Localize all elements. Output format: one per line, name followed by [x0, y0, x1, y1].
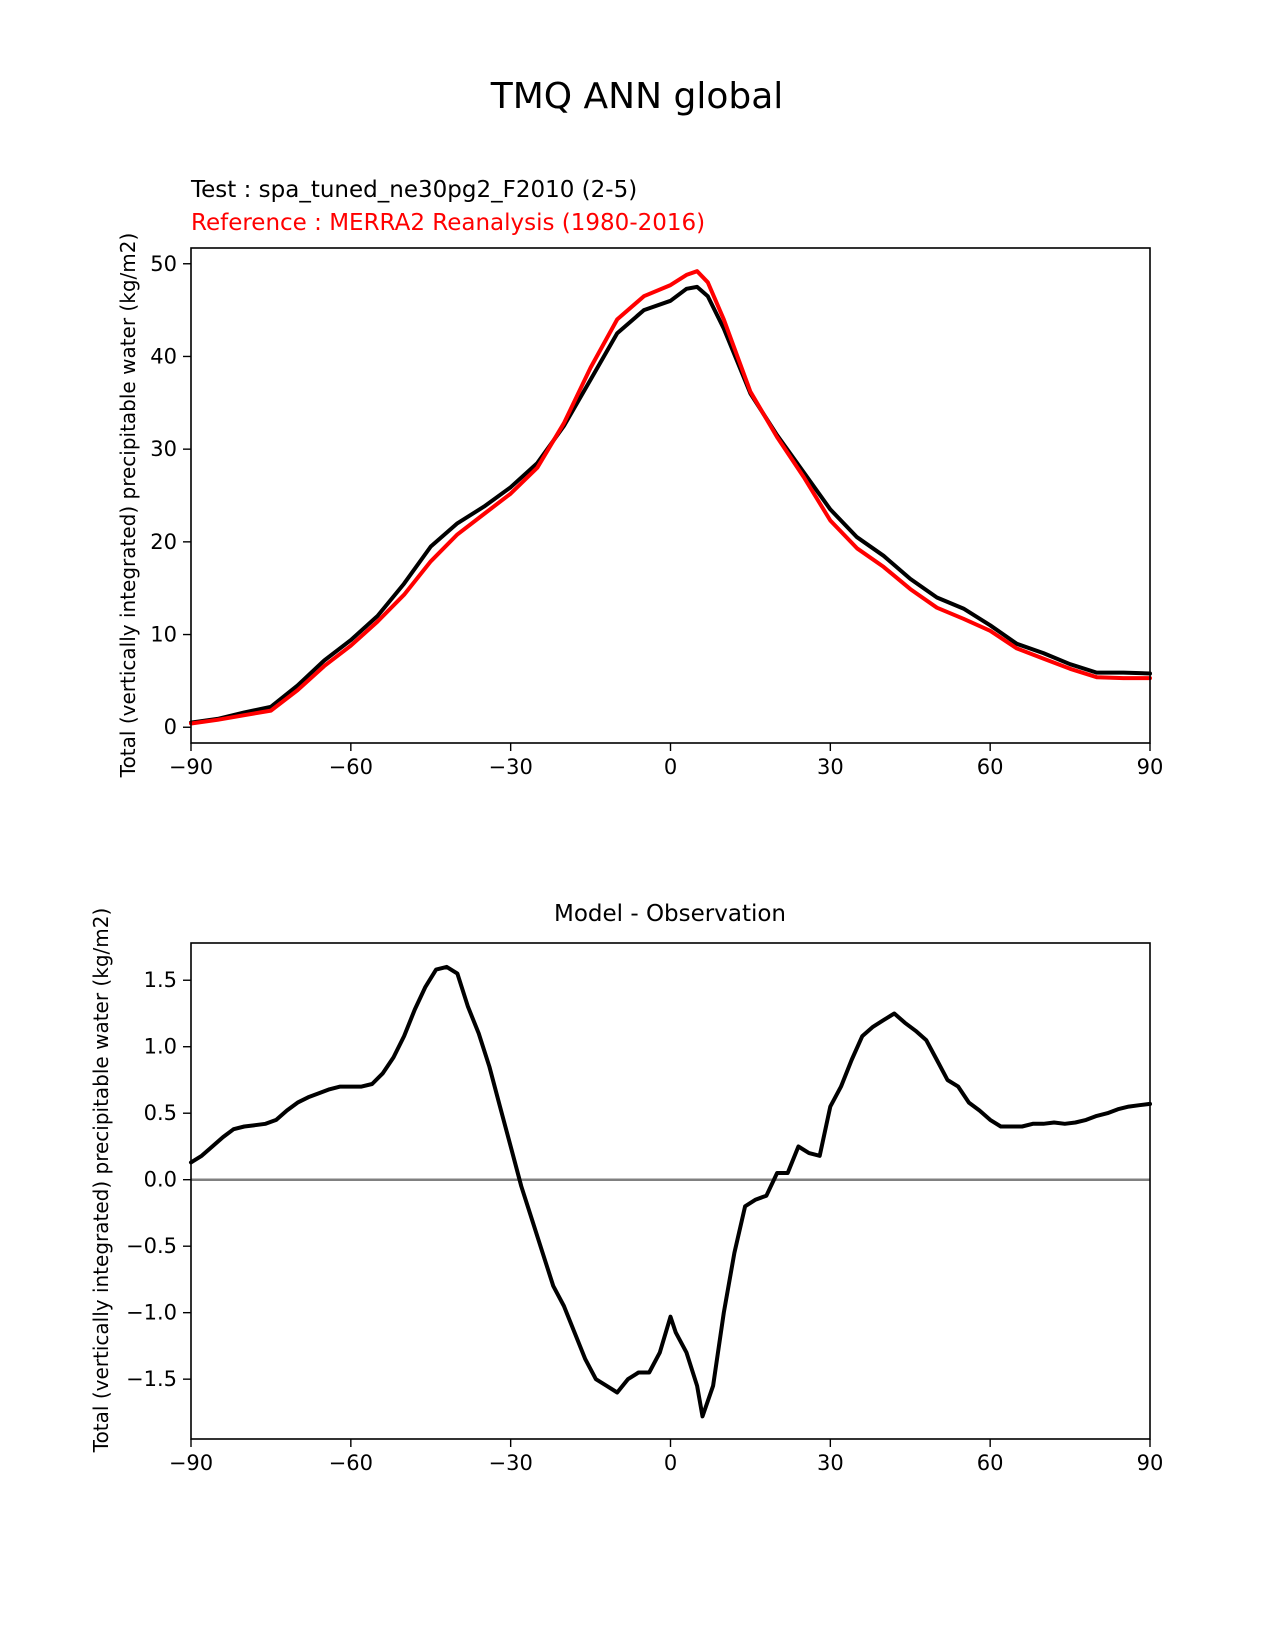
y-tick-label: 0.5	[144, 1101, 177, 1125]
y-tick-label: 0	[164, 715, 177, 739]
top-y-axis-label: Total (vertically integrated) precipitab…	[116, 233, 140, 779]
x-tick-label: −90	[169, 1451, 213, 1475]
x-tick-label: 60	[977, 1451, 1004, 1475]
y-tick-label: −0.5	[126, 1234, 177, 1258]
x-tick-label: 90	[1137, 755, 1164, 779]
series-line-0	[189, 964, 1152, 1419]
x-tick-label: 30	[817, 1451, 844, 1475]
y-tick-label: 1.5	[144, 968, 177, 992]
y-tick-label: 0.0	[144, 1168, 177, 1192]
y-tick-label: −1.5	[126, 1367, 177, 1391]
bottom-chart: Model - Observation Total (vertically in…	[89, 901, 1163, 1475]
x-tick-label: −30	[489, 1451, 533, 1475]
y-tick-label: 10	[150, 623, 177, 647]
x-tick-label: −30	[489, 755, 533, 779]
x-tick-label: −60	[329, 1451, 373, 1475]
series-line-0	[189, 284, 1152, 725]
test-subtitle: Test : spa_tuned_ne30pg2_F2010 (2-5)	[190, 177, 637, 203]
x-tick-label: 0	[664, 1451, 677, 1475]
figure-title: TMQ ANN global	[490, 76, 784, 117]
y-tick-label: 30	[150, 437, 177, 461]
x-tick-label: 60	[977, 755, 1004, 779]
y-tick-label: 40	[150, 344, 177, 368]
bottom-chart-title: Model - Observation	[554, 901, 786, 927]
bottom-plot-area: −90 −60 −30 0 30 60 90 −1.5 −1.0 −0.5 0.0 0.5 1.0 1.5	[126, 942, 1164, 1475]
x-tick-label: 90	[1137, 1451, 1164, 1475]
y-tick-label: −1.0	[126, 1301, 177, 1325]
x-tick-label: −60	[329, 755, 373, 779]
x-tick-label: 0	[664, 755, 677, 779]
y-tick-label: 1.0	[144, 1035, 177, 1059]
top-chart: Test : spa_tuned_ne30pg2_F2010 (2-5) Ref…	[116, 177, 1163, 779]
top-plot-area: −90 −60 −30 0 30 60 90 0 10 20 30 40 50	[150, 247, 1164, 779]
bottom-y-axis-label: Total (vertically integrated) precipitab…	[89, 908, 113, 1454]
x-tick-label: 30	[817, 755, 844, 779]
y-tick-label: 50	[150, 252, 177, 276]
reference-subtitle: Reference : MERRA2 Reanalysis (1980-2016…	[191, 210, 705, 236]
y-tick-label: 20	[150, 530, 177, 554]
series-line-1	[189, 269, 1152, 726]
x-tick-label: −90	[169, 755, 213, 779]
